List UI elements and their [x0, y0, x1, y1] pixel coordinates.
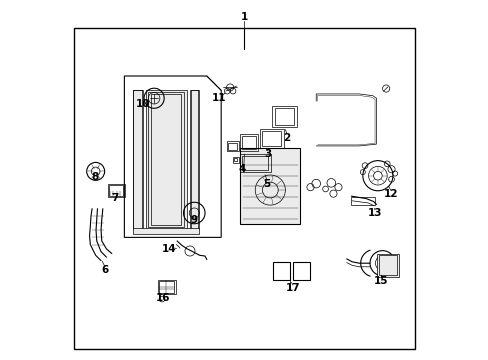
Bar — [190, 90, 199, 229]
Bar — [107, 184, 124, 197]
Bar — [74, 28, 414, 348]
Bar — [242, 156, 267, 170]
Bar — [190, 90, 198, 229]
Bar — [376, 253, 398, 277]
Text: 12: 12 — [384, 189, 398, 199]
Text: 4: 4 — [238, 164, 245, 174]
Bar — [240, 148, 300, 224]
Bar — [233, 157, 238, 163]
Text: 11: 11 — [212, 93, 226, 103]
Text: 2: 2 — [283, 133, 290, 143]
Text: 5: 5 — [263, 179, 270, 189]
Bar — [151, 94, 181, 225]
Text: 6: 6 — [102, 265, 109, 275]
Text: 17: 17 — [285, 283, 300, 293]
Bar — [133, 90, 142, 229]
Text: 1: 1 — [241, 12, 247, 22]
Text: 7: 7 — [111, 193, 118, 203]
Bar — [227, 143, 237, 150]
Text: 13: 13 — [367, 208, 382, 218]
Bar — [274, 108, 294, 125]
Text: 3: 3 — [264, 149, 271, 159]
Bar — [261, 131, 281, 145]
Bar — [273, 262, 290, 280]
Bar — [351, 197, 374, 205]
Bar — [272, 106, 296, 127]
Bar — [378, 255, 396, 275]
Bar — [240, 134, 258, 151]
Bar — [240, 154, 270, 172]
Bar — [242, 136, 255, 149]
Bar — [132, 90, 142, 229]
Bar — [145, 90, 187, 229]
Text: 14: 14 — [162, 244, 176, 254]
Bar — [148, 92, 184, 227]
Text: 10: 10 — [136, 99, 150, 109]
Text: 15: 15 — [373, 276, 387, 286]
Bar — [259, 129, 284, 148]
Bar — [159, 281, 174, 293]
Text: 8: 8 — [91, 172, 98, 182]
Bar — [234, 158, 237, 161]
Bar — [293, 262, 310, 280]
Text: 16: 16 — [155, 293, 170, 303]
Text: 9: 9 — [190, 215, 198, 225]
Bar — [158, 280, 175, 294]
Bar — [109, 185, 123, 196]
Bar — [226, 141, 238, 151]
Bar — [132, 228, 199, 234]
